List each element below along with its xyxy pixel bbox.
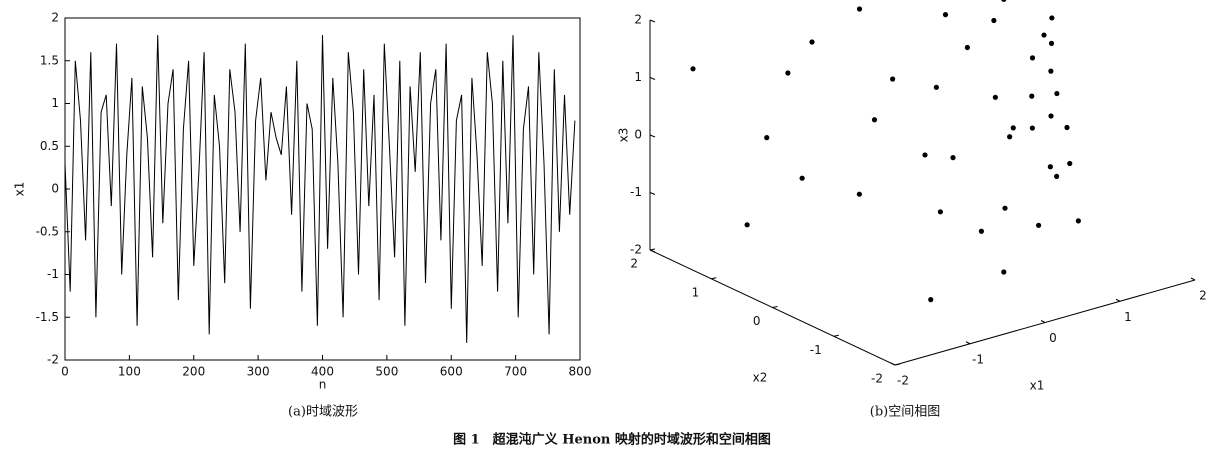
x1-tick-label: 0	[1049, 331, 1057, 345]
x2-axis-label: x2	[753, 371, 768, 385]
point	[964, 44, 970, 51]
point	[1029, 55, 1036, 61]
point	[809, 39, 815, 45]
x2-tick-label: 2	[630, 257, 638, 271]
subcaption: (a)时域波形	[288, 405, 358, 420]
point	[890, 76, 896, 82]
point	[1036, 222, 1042, 228]
x2-tick-label: -2	[871, 372, 883, 386]
x-tick-label: 0	[61, 365, 69, 379]
point	[992, 94, 998, 100]
y-tick-label: 1	[51, 96, 59, 110]
x1-tick-label: 2	[1199, 289, 1207, 303]
point	[1029, 125, 1035, 131]
figure-caption: 图 1 超混沌广义 Henon 映射的时域波形和空间相图	[453, 432, 771, 448]
point	[991, 17, 997, 24]
x3-tick	[649, 249, 656, 253]
x1-tick	[1115, 298, 1121, 302]
x-tick-label: 500	[375, 365, 398, 379]
point	[1064, 124, 1070, 131]
point	[799, 175, 805, 181]
y-tick-label: -2	[47, 353, 59, 367]
point	[937, 209, 943, 215]
point	[1048, 40, 1055, 46]
x2-tick-label: -1	[810, 343, 822, 357]
series-line	[64, 35, 576, 343]
y-tick-label: -0.5	[36, 224, 59, 238]
x3-tick-label: 1	[634, 70, 642, 84]
x-axis-label: n	[319, 378, 327, 392]
point	[856, 191, 862, 197]
point	[1054, 90, 1060, 97]
point	[1048, 113, 1054, 119]
x1-tick	[890, 362, 896, 366]
x-tick-label: 100	[118, 365, 141, 379]
y-axis-label: x1	[13, 182, 27, 197]
point	[1029, 93, 1035, 99]
x1-tick-label: 1	[1124, 310, 1132, 324]
y-tick-label: 2	[51, 11, 59, 25]
x1-tick	[965, 341, 971, 345]
point	[744, 222, 750, 228]
x-tick-label: 800	[569, 365, 592, 379]
point	[1002, 205, 1008, 211]
x2-tick	[711, 277, 717, 280]
x3-tick-label: 0	[634, 128, 642, 142]
point	[942, 12, 949, 18]
x1-tick-label: -2	[897, 374, 909, 388]
x3-tick	[649, 19, 656, 23]
x2-tick	[833, 334, 839, 337]
point	[978, 228, 984, 234]
point	[1067, 160, 1073, 167]
point	[1010, 125, 1016, 131]
x3-tick	[649, 192, 656, 195]
x3-tick-label: 2	[634, 13, 642, 27]
point	[1054, 173, 1060, 179]
point	[764, 135, 770, 141]
x3-tick-label: -1	[630, 185, 642, 199]
x-tick-label: 200	[182, 365, 205, 379]
point	[922, 152, 928, 158]
x-tick-label: 700	[504, 365, 527, 379]
x3-tick-label: -2	[630, 243, 642, 257]
point	[1048, 68, 1054, 74]
x2-tick-label: 1	[692, 285, 700, 299]
x3-axis-label: x3	[617, 128, 631, 143]
point	[1001, 269, 1007, 275]
point	[856, 6, 863, 12]
x-tick-label: 600	[440, 365, 463, 379]
y-tick-label: 0.5	[40, 139, 59, 153]
point	[1049, 15, 1055, 21]
point	[1001, 0, 1007, 2]
point	[871, 117, 878, 123]
point	[1075, 218, 1081, 224]
point	[950, 155, 956, 161]
x-tick-label: 400	[311, 365, 334, 379]
x-tick-label: 300	[247, 365, 270, 379]
y-tick-label: 0	[51, 182, 59, 196]
x2-tick	[894, 363, 901, 366]
point	[1041, 32, 1047, 38]
point	[1007, 134, 1013, 140]
y-tick-label: -1	[47, 267, 59, 281]
x2-tick-label: 0	[753, 314, 761, 328]
y-tick-label: -1.5	[36, 310, 59, 324]
point	[690, 66, 696, 72]
x1-tick	[1190, 277, 1196, 281]
y-tick-label: 1.5	[40, 53, 59, 67]
x2-tick	[772, 306, 778, 308]
point	[785, 70, 791, 76]
x3-tick	[649, 134, 656, 138]
subcaption: (b)空间相图	[870, 405, 940, 420]
x1-tick-label: -1	[972, 352, 984, 366]
point	[933, 84, 939, 90]
point	[928, 297, 934, 303]
x3-tick	[649, 77, 656, 80]
point	[1047, 164, 1053, 170]
x1-axis-label: x1	[1030, 379, 1045, 393]
x1-tick	[1040, 320, 1046, 323]
